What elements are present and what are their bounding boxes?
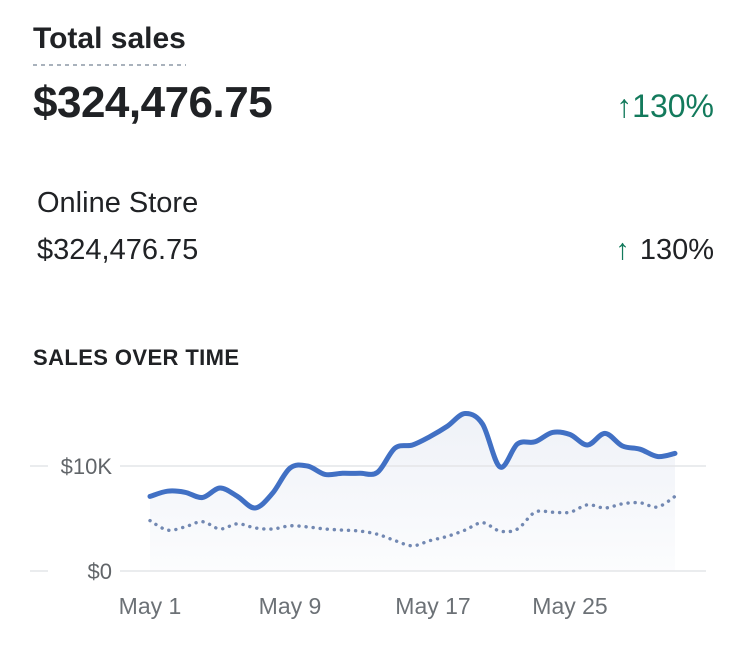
previous-line [148,494,677,548]
total-sales-delta-value: 130% [632,88,714,124]
y-axis-tick-10k: $10K [48,454,120,480]
channel-name: Online Store [37,187,199,219]
current-line [147,410,678,511]
total-sales-value: $324,476.75 [33,78,273,127]
channel-breakdown: Online Store $324,476.75 ↑ 130% [0,186,736,267]
x-axis-tick-may25: May 25 [532,593,608,619]
channel-value-row: $324,476.75 ↑ 130% [37,234,714,267]
x-axis-tick-may17: May 17 [395,593,471,619]
current-area [150,413,675,571]
arrow-up-icon: ↑ [615,234,630,266]
chart-section-title: SALES OVER TIME [33,345,240,370]
channel-delta-value: 130% [639,234,714,266]
channel-delta: ↑ 130% [615,234,714,267]
sales-chart-svg[interactable] [0,399,736,651]
total-sales-delta: ↑130% [616,88,714,125]
metric-header: Total sales $324,476.75 ↑130% [0,0,736,128]
metric-value-row: $324,476.75 ↑130% [33,78,714,128]
sales-over-time-chart[interactable]: $10K $0 May 1 May 9 May 17 May 25 [0,399,736,651]
channel-value: $324,476.75 [37,234,199,266]
arrow-up-icon: ↑ [616,88,633,124]
metric-title[interactable]: Total sales [33,22,186,66]
x-axis-tick-may9: May 9 [258,593,322,619]
y-axis-tick-0: $0 [48,559,120,585]
x-axis-tick-may1: May 1 [118,593,182,619]
